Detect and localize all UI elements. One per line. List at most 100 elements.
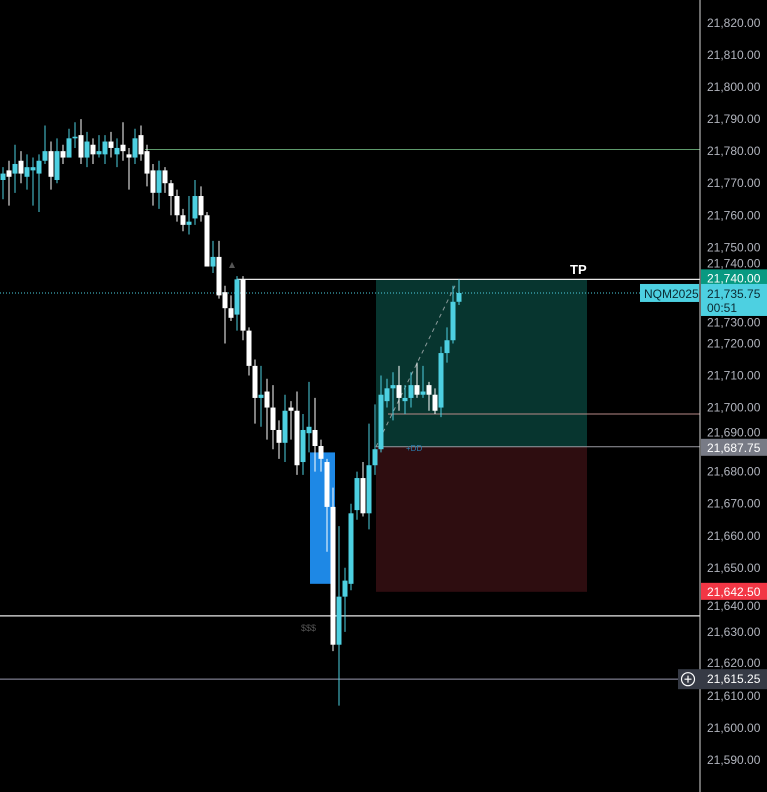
price-tick-label: 21,630.00: [707, 625, 761, 639]
candle: [102, 135, 108, 164]
candle-body: [174, 196, 180, 216]
price-tick-label: 21,680.00: [707, 465, 761, 479]
candle: [84, 131, 90, 168]
candles: [0, 119, 462, 706]
crosshair-price-text: 21,615.25: [707, 672, 761, 686]
candle-body: [348, 513, 354, 584]
candle-body: [408, 385, 414, 398]
candle-body: [0, 173, 6, 180]
candle: [354, 471, 360, 520]
candle-body: [24, 167, 30, 177]
candle: [198, 186, 204, 222]
price-tick-label: 21,810.00: [707, 48, 761, 62]
candle: [366, 423, 372, 530]
candle-body: [126, 154, 132, 158]
candle-body: [288, 407, 294, 411]
bar-countdown: 00:51: [707, 301, 737, 315]
candle-body: [438, 353, 444, 408]
price-tick-label: 21,740.00: [707, 256, 761, 270]
candle: [120, 122, 126, 161]
price-axis[interactable]: 21,820.00 21,810.00 21,800.00 21,790.00 21,7…: [699, 0, 767, 792]
candle: [18, 151, 24, 184]
price-tick-label: 21,750.00: [707, 240, 761, 254]
candle: [150, 163, 156, 206]
candle: [444, 327, 450, 363]
candle-body: [18, 160, 24, 174]
candle-body: [276, 429, 282, 443]
candle-body: [258, 394, 264, 398]
candle: [396, 365, 402, 411]
price-tick-label: 21,660.00: [707, 529, 761, 543]
candle-body: [330, 506, 336, 645]
candle-body: [384, 388, 390, 402]
candle: [0, 167, 6, 200]
triangle-marker-icon: [229, 262, 235, 268]
loss-zone: [376, 446, 587, 592]
candle: [360, 462, 366, 517]
candle: [24, 154, 30, 190]
candle: [216, 240, 222, 299]
candle: [6, 160, 12, 206]
candle: [342, 567, 348, 632]
candle: [66, 128, 72, 158]
candle: [126, 147, 132, 190]
plus-circle: [680, 672, 696, 687]
candle: [96, 135, 102, 158]
candle-body: [318, 446, 324, 459]
candle: [294, 391, 300, 475]
candle: [174, 189, 180, 222]
candle: [402, 385, 408, 414]
candle-body: [54, 151, 60, 180]
candle-body: [372, 449, 378, 466]
candle-body: [162, 170, 168, 184]
price-tick-label: 21,600.00: [707, 721, 761, 735]
stop-price-tag: [701, 582, 767, 600]
price-tick-label: 21,710.00: [707, 369, 761, 383]
candle: [348, 503, 354, 591]
candle: [456, 279, 462, 305]
candle-body: [198, 196, 204, 216]
candle-body: [6, 170, 12, 177]
candle-body: [96, 151, 102, 155]
candle-body: [36, 160, 42, 174]
candle: [54, 138, 60, 184]
candle-body: [144, 151, 150, 174]
candle: [186, 196, 192, 235]
annotations: TP $$$ +DD: [301, 262, 587, 633]
candle-body: [228, 308, 234, 318]
candle: [48, 141, 54, 190]
last-price-text: 21,735.75: [707, 287, 761, 301]
candle-body: [48, 151, 54, 177]
candle: [162, 167, 168, 193]
candle-body: [354, 478, 360, 511]
candle-body: [42, 151, 48, 161]
candle: [414, 362, 420, 398]
candle-body: [192, 196, 198, 219]
profit-zone: [376, 279, 587, 447]
candle-body: [270, 407, 276, 430]
price-tick-label: 21,650.00: [707, 561, 761, 575]
candle-body: [414, 385, 420, 395]
candle-body: [444, 340, 450, 354]
plus-circle-icon[interactable]: [680, 672, 696, 687]
candle-body: [60, 151, 66, 158]
candle: [312, 397, 318, 472]
price-tick-label: 21,670.00: [707, 497, 761, 511]
candle-body: [114, 147, 120, 155]
candle: [282, 394, 288, 463]
candle-body: [84, 141, 90, 158]
candle-body: [108, 141, 114, 148]
candle-body: [168, 183, 174, 197]
candle: [42, 125, 48, 164]
candle-body: [282, 410, 288, 443]
stop-price-text: 21,642.50: [707, 585, 761, 599]
last-price-tag: [701, 283, 767, 316]
tp-price-text: 21,740.00: [707, 271, 761, 285]
candle-body: [234, 279, 240, 315]
candle-body: [426, 385, 432, 395]
candle: [204, 212, 210, 267]
candle-body: [306, 426, 312, 434]
candle: [318, 439, 324, 472]
candle-body: [150, 170, 156, 193]
